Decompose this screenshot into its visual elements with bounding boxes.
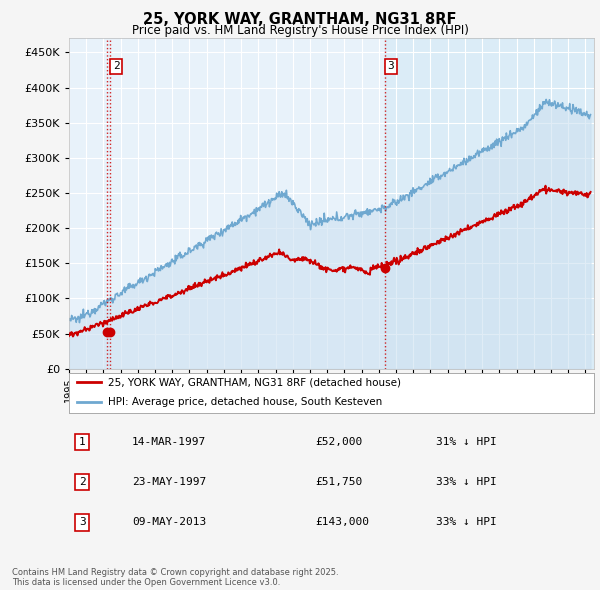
Text: 1: 1 (79, 437, 86, 447)
Text: 25, YORK WAY, GRANTHAM, NG31 8RF: 25, YORK WAY, GRANTHAM, NG31 8RF (143, 12, 457, 27)
Text: 2: 2 (113, 61, 119, 71)
Text: 3: 3 (79, 517, 86, 527)
Text: 33% ↓ HPI: 33% ↓ HPI (437, 477, 497, 487)
Text: 3: 3 (388, 61, 394, 71)
Text: £143,000: £143,000 (316, 517, 370, 527)
Text: £52,000: £52,000 (316, 437, 363, 447)
Bar (385, 38, 594, 369)
Text: Contains HM Land Registry data © Crown copyright and database right 2025.
This d: Contains HM Land Registry data © Crown c… (12, 568, 338, 587)
Text: 23-MAY-1997: 23-MAY-1997 (132, 477, 206, 487)
Text: £51,750: £51,750 (316, 477, 363, 487)
Text: 31% ↓ HPI: 31% ↓ HPI (437, 437, 497, 447)
Text: 2: 2 (79, 477, 86, 487)
Text: 25, YORK WAY, GRANTHAM, NG31 8RF (detached house): 25, YORK WAY, GRANTHAM, NG31 8RF (detach… (109, 377, 401, 387)
Text: Price paid vs. HM Land Registry's House Price Index (HPI): Price paid vs. HM Land Registry's House … (131, 24, 469, 37)
Text: 33% ↓ HPI: 33% ↓ HPI (437, 517, 497, 527)
Text: 09-MAY-2013: 09-MAY-2013 (132, 517, 206, 527)
Text: HPI: Average price, detached house, South Kesteven: HPI: Average price, detached house, Sout… (109, 397, 383, 407)
Text: 14-MAR-1997: 14-MAR-1997 (132, 437, 206, 447)
